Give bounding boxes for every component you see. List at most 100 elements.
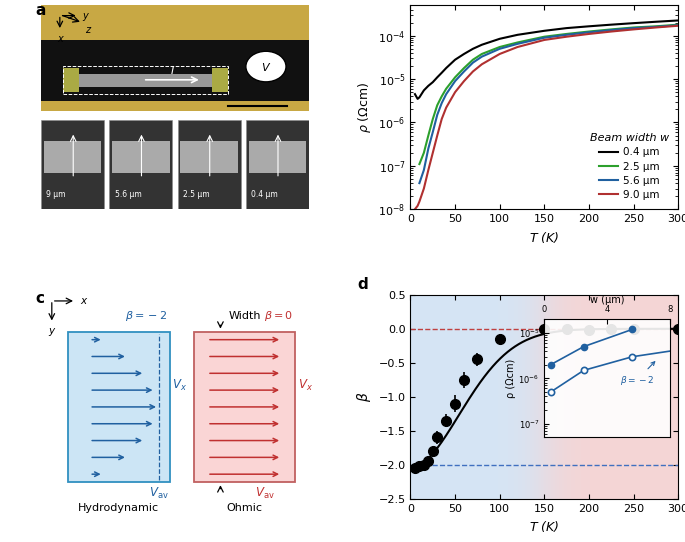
2.5 μm xyxy=(424,132,432,139)
Bar xyxy=(41,5,309,112)
2.5 μm xyxy=(477,51,486,57)
2.5 μm xyxy=(433,102,441,108)
9.0 μm xyxy=(420,185,428,192)
2.5 μm xyxy=(451,74,459,81)
2.5 μm xyxy=(415,161,423,167)
0.4 μm xyxy=(433,74,441,81)
0.4 μm xyxy=(438,69,446,76)
Bar xyxy=(68,74,223,87)
Bar xyxy=(249,141,306,172)
0.4 μm xyxy=(495,36,503,42)
Text: 0.4 μm: 0.4 μm xyxy=(251,190,278,199)
9.0 μm xyxy=(585,31,593,37)
0.4 μm xyxy=(630,20,638,27)
2.5 μm xyxy=(562,31,571,37)
Text: z: z xyxy=(85,25,90,35)
5.6 μm xyxy=(438,100,446,106)
9.0 μm xyxy=(438,116,446,122)
5.6 μm xyxy=(540,35,549,41)
0.4 μm xyxy=(442,65,450,72)
0.4 μm xyxy=(451,56,459,63)
5.6 μm xyxy=(460,68,468,75)
2.5 μm xyxy=(442,86,450,92)
5.6 μm xyxy=(420,167,428,173)
0.4 μm xyxy=(651,18,660,25)
0.4 μm xyxy=(429,79,437,86)
0.4 μm xyxy=(460,51,468,57)
Bar xyxy=(62,66,229,94)
9.0 μm xyxy=(651,24,660,31)
Text: $I$: $I$ xyxy=(170,64,175,76)
5.6 μm xyxy=(674,22,682,28)
Text: 2.5 μm: 2.5 μm xyxy=(183,190,210,199)
9.0 μm xyxy=(477,61,486,68)
Bar xyxy=(41,120,104,209)
Bar xyxy=(180,141,238,172)
5.6 μm xyxy=(585,29,593,36)
Line: 9.0 μm: 9.0 μm xyxy=(415,25,678,209)
9.0 μm xyxy=(414,203,422,209)
Y-axis label: $\rho$ (Ωcm): $\rho$ (Ωcm) xyxy=(356,82,373,133)
0.4 μm xyxy=(585,23,593,30)
9.0 μm xyxy=(540,37,549,43)
9.0 μm xyxy=(562,34,571,40)
Text: $V_{\rm av}$: $V_{\rm av}$ xyxy=(255,486,275,501)
0.4 μm xyxy=(415,94,423,101)
2.5 μm xyxy=(540,34,549,40)
5.6 μm xyxy=(429,129,437,136)
5.6 μm xyxy=(607,27,615,34)
0.4 μm xyxy=(477,42,486,48)
Bar xyxy=(62,68,79,92)
Bar xyxy=(194,332,295,482)
X-axis label: $T$ (K): $T$ (K) xyxy=(530,230,560,244)
9.0 μm xyxy=(460,78,468,85)
2.5 μm xyxy=(630,24,638,31)
Text: x: x xyxy=(80,296,86,306)
2.5 μm xyxy=(460,65,468,72)
2.5 μm xyxy=(674,22,682,28)
9.0 μm xyxy=(424,167,432,173)
Line: 0.4 μm: 0.4 μm xyxy=(415,21,678,99)
Text: $V_x$: $V_x$ xyxy=(172,378,187,393)
Bar xyxy=(68,332,170,482)
9.0 μm xyxy=(411,206,419,212)
Bar xyxy=(112,141,170,172)
9.0 μm xyxy=(495,51,503,57)
9.0 μm xyxy=(469,68,477,75)
2.5 μm xyxy=(607,26,615,33)
Text: y: y xyxy=(83,11,88,21)
0.4 μm xyxy=(514,31,522,38)
2.5 μm xyxy=(651,23,660,30)
Text: $V$: $V$ xyxy=(261,61,271,73)
5.6 μm xyxy=(562,31,571,38)
Text: $\beta = 0$: $\beta = 0$ xyxy=(264,309,292,323)
Y-axis label: $\beta$: $\beta$ xyxy=(355,391,373,402)
Text: b: b xyxy=(357,0,368,2)
0.4 μm xyxy=(411,91,419,98)
Bar xyxy=(44,141,101,172)
Text: d: d xyxy=(357,277,368,292)
Text: 5.6 μm: 5.6 μm xyxy=(114,190,142,199)
5.6 μm xyxy=(477,53,486,60)
Text: Ohmic: Ohmic xyxy=(227,503,262,513)
0.4 μm xyxy=(469,46,477,52)
Bar xyxy=(41,40,309,101)
Text: a: a xyxy=(36,3,46,18)
2.5 μm xyxy=(429,116,437,122)
9.0 μm xyxy=(630,26,638,33)
5.6 μm xyxy=(514,41,522,47)
Text: x: x xyxy=(57,34,63,43)
Bar xyxy=(177,120,240,209)
9.0 μm xyxy=(442,105,450,111)
Bar xyxy=(246,120,309,209)
Text: Width: Width xyxy=(228,311,261,321)
0.4 μm xyxy=(674,17,682,24)
Legend: 0.4 μm, 2.5 μm, 5.6 μm, 9.0 μm: 0.4 μm, 2.5 μm, 5.6 μm, 9.0 μm xyxy=(586,129,673,204)
0.4 μm xyxy=(414,95,422,102)
Bar xyxy=(212,68,229,92)
0.4 μm xyxy=(424,82,432,89)
5.6 μm xyxy=(651,24,660,30)
5.6 μm xyxy=(451,78,459,85)
2.5 μm xyxy=(514,39,522,46)
2.5 μm xyxy=(495,44,503,50)
